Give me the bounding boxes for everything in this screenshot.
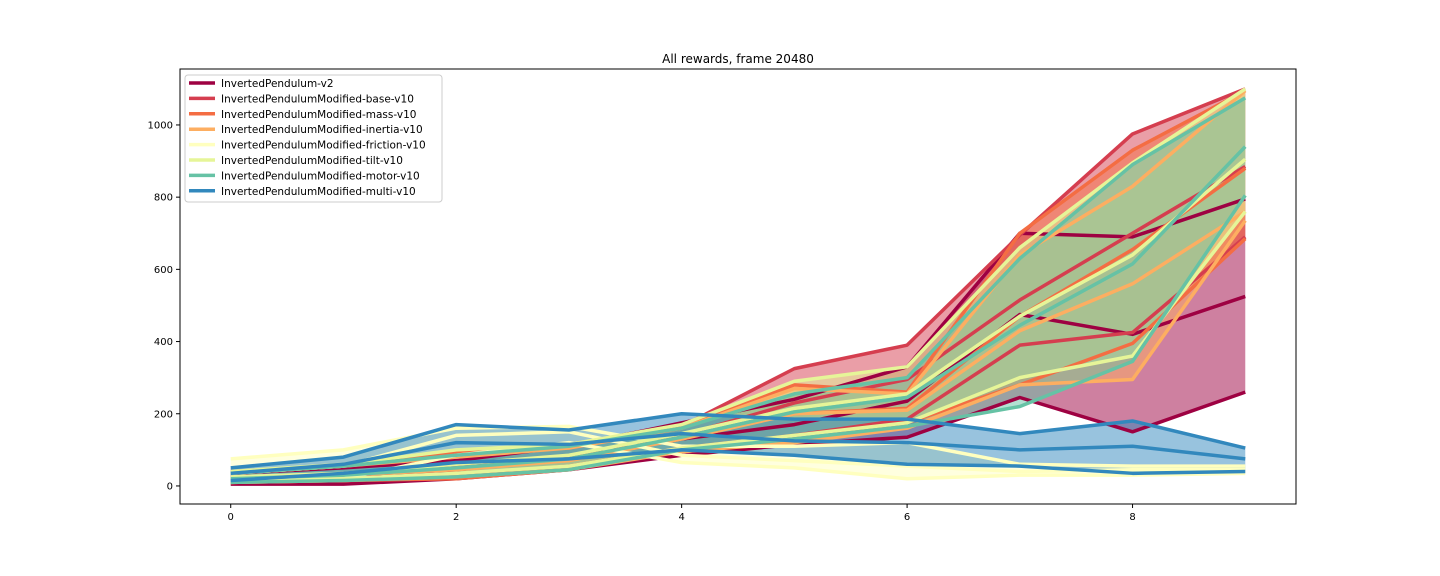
legend-box [184,74,443,203]
y-tick-label: 1000 [148,120,173,131]
legend-label-5: InvertedPendulumModified-tilt-v10 [221,155,403,167]
series-6-upper-line [230,96,1247,476]
y-tick-label: 600 [154,265,173,276]
series-6-lower-line [230,194,1247,485]
legend-label-7: InvertedPendulumModified-multi-v10 [221,186,416,198]
legend: InvertedPendulum-v2 InvertedPendulumModif… [184,74,443,203]
x-tick-label: 0 [228,512,234,523]
legend-label-3: InvertedPendulumModified-inertia-v10 [221,124,423,136]
series-6-mean-line [230,145,1247,481]
y-tick-label: 200 [154,409,173,420]
x-tick-label: 4 [678,512,684,523]
y-tick-label: 0 [167,481,173,492]
y-axis: 0 200 400 600 800 1000 [148,120,180,492]
series-lines [230,87,1247,486]
y-tick-label: 800 [154,193,173,204]
plot-frame [179,68,1297,505]
series-5-lower-line [230,210,1247,485]
legend-label-4: InvertedPendulumModified-friction-v10 [221,140,426,152]
x-tick-label: 6 [904,512,910,523]
band-6 [230,97,1246,483]
legend-label-0: InvertedPendulum-v2 [221,78,334,90]
y-tick-label: 400 [154,337,173,348]
series-7-lower-line [230,448,1246,483]
series-0-lower-line [230,390,1246,486]
legend-label-6: InvertedPendulumModified-motor-v10 [221,170,420,182]
legend-label-1: InvertedPendulumModified-base-v10 [221,93,414,105]
x-tick-label: 8 [1129,512,1135,523]
series-7-upper-line [230,412,1246,470]
x-tick-label: 2 [453,512,459,523]
chart-title: All rewards, frame 20480 [662,52,814,66]
legend-label-2: InvertedPendulumModified-mass-v10 [221,109,416,121]
x-axis: 0 2 4 6 8 [228,504,1136,523]
series-7-mean-line [230,431,1246,476]
series-5-upper-line [230,87,1247,474]
